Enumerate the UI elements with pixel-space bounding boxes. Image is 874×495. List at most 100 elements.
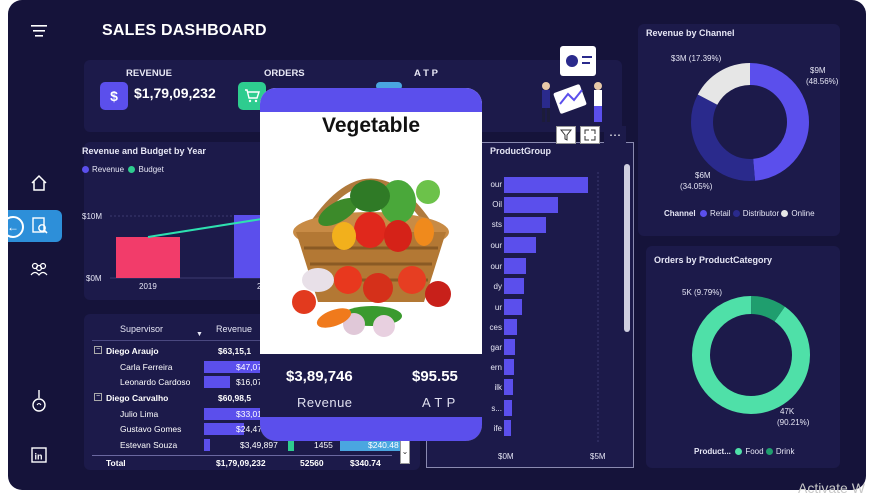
total-revenue: $1,79,09,232 <box>216 458 266 468</box>
sidebar: ← in <box>8 0 66 490</box>
supervisor-revenue: $3,49,897 <box>240 440 278 450</box>
legend-dot-food <box>735 448 743 456</box>
qty-databar <box>288 439 294 451</box>
slice-distributor[interactable] <box>691 63 809 181</box>
legend-revenue: Revenue <box>92 165 125 174</box>
more-options-icon[interactable]: ⋯ <box>604 126 626 144</box>
bar-group-4[interactable] <box>504 237 536 253</box>
popup-title: Vegetable <box>321 114 421 137</box>
focus-mode-icon[interactable] <box>580 126 600 144</box>
bar-group-2[interactable] <box>504 197 558 213</box>
legend-food: Food <box>745 447 764 456</box>
home-icon[interactable] <box>26 170 52 196</box>
bar-group-1[interactable] <box>504 177 588 193</box>
supervisor-name[interactable]: Leonardo Cardoso <box>120 377 191 387</box>
atp-databar <box>340 439 400 451</box>
revenue-databar <box>204 361 264 373</box>
supervisor-revenue: $24,47,1 <box>236 424 270 434</box>
header-divider <box>92 340 392 341</box>
supervisor-name[interactable]: Carla Ferreira <box>120 362 173 372</box>
legend-distributor: Distributor <box>742 209 780 218</box>
revenue-databar <box>204 439 210 451</box>
bar-group-6[interactable] <box>504 278 524 294</box>
bar-2019[interactable] <box>116 237 180 278</box>
supervisor-revenue: $60,98,5 <box>218 393 252 403</box>
table-scroll-down-icon[interactable]: ⌄ <box>400 440 410 464</box>
revenue-label: REVENUE <box>126 68 172 79</box>
back-arrow-icon[interactable]: ← <box>8 216 24 238</box>
popup-revenue-label: Revenue <box>297 395 353 410</box>
svg-text:in: in <box>35 452 43 462</box>
tooltip-popup: Vegetable $3,89,746 $95.55 Revenue A T P <box>260 88 482 441</box>
filter-icon[interactable] <box>556 126 576 144</box>
activate-windows-watermark: Activate W <box>798 480 865 495</box>
bar-group-9[interactable] <box>504 339 515 355</box>
product-group-title: ProductGroup <box>490 146 551 156</box>
linkedin-icon[interactable]: in <box>26 442 52 468</box>
col-header-revenue[interactable]: Revenue <box>216 324 253 334</box>
total-qty: 52560 <box>300 458 324 468</box>
supervisor-name[interactable]: Estevan Souza <box>120 440 178 450</box>
total-divider <box>92 455 392 456</box>
collapse-toggle-icon[interactable]: − <box>94 346 102 354</box>
bar-group-3[interactable] <box>504 217 546 233</box>
bar-group-8[interactable] <box>504 319 517 335</box>
total-atp: $340.74 <box>350 458 381 468</box>
legend-budget: Budget <box>138 165 164 174</box>
supervisor-atp: $240.48 <box>368 440 399 450</box>
supervisor-revenue: $33,01,4 <box>236 409 270 419</box>
revenue-budget-title: Revenue and Budget by Year <box>82 146 206 156</box>
pg-x-tick-5: $5M <box>590 452 606 461</box>
popup-footer-bar <box>260 417 482 441</box>
product-group-label: our <box>490 241 502 250</box>
label-distributor-value: $6M <box>695 171 711 180</box>
bar-group-12[interactable] <box>504 400 512 416</box>
atp-label: A T P <box>414 68 438 79</box>
legend-online: Online <box>791 209 815 218</box>
legend-retail: Retail <box>710 209 731 218</box>
analytics-illustration-icon <box>542 46 602 122</box>
label-food-pct: (90.21%) <box>777 418 810 427</box>
vegetable-basket-image-icon <box>292 178 451 337</box>
bar-group-7[interactable] <box>504 299 522 315</box>
supervisor-name[interactable]: Diego Carvalho <box>106 393 169 403</box>
orders-label: ORDERS <box>264 68 305 79</box>
product-group-label: ilk <box>494 383 502 392</box>
product-group-bars <box>504 172 599 442</box>
bar-group-10[interactable] <box>504 359 514 375</box>
pg-x-tick-0: $0M <box>498 452 514 461</box>
bar-group-13[interactable] <box>504 420 511 436</box>
slice-food[interactable] <box>688 292 814 418</box>
x-tick-2019: 2019 <box>139 282 157 291</box>
label-online: $3M (17.39%) <box>671 54 722 63</box>
supervisor-revenue: $63,15,1 <box>218 346 252 356</box>
col-header-supervisor[interactable]: Supervisor <box>120 324 164 334</box>
category-donut[interactable] <box>688 292 814 418</box>
product-group-label: ife <box>493 424 502 433</box>
product-group-label: gar <box>490 343 502 352</box>
product-group-label: ces <box>489 323 502 332</box>
slice-online[interactable] <box>691 63 809 181</box>
supervisor-name[interactable]: Diego Araujo <box>106 346 159 356</box>
product-group-scrollbar[interactable] <box>624 164 630 332</box>
bar-group-5[interactable] <box>504 258 526 274</box>
menu-icon[interactable] <box>26 18 52 44</box>
sort-desc-icon[interactable]: ▼ <box>196 331 203 338</box>
supervisor-name[interactable]: Gustavo Gomes <box>120 424 182 434</box>
channel-donut[interactable] <box>690 62 810 182</box>
supervisor-qty: 1455 <box>314 440 333 450</box>
label-food-value: 47K <box>780 407 795 416</box>
users-icon[interactable] <box>26 256 52 282</box>
legend-dot-budget <box>128 166 136 174</box>
budget-line <box>147 217 268 238</box>
supervisor-revenue: $16,07,7 <box>236 377 270 387</box>
y-tick-10m: $10M <box>82 212 103 221</box>
legend-dot-drink <box>765 448 773 456</box>
supervisor-name[interactable]: Julio Lima <box>120 409 159 419</box>
collapse-toggle-icon[interactable]: − <box>94 393 102 401</box>
lightbulb-icon[interactable] <box>26 390 52 416</box>
category-legend: Product... Food Drink <box>694 447 794 456</box>
revenue-databar <box>204 376 230 388</box>
report-icon[interactable]: ← <box>8 210 62 242</box>
bar-group-11[interactable] <box>504 379 513 395</box>
